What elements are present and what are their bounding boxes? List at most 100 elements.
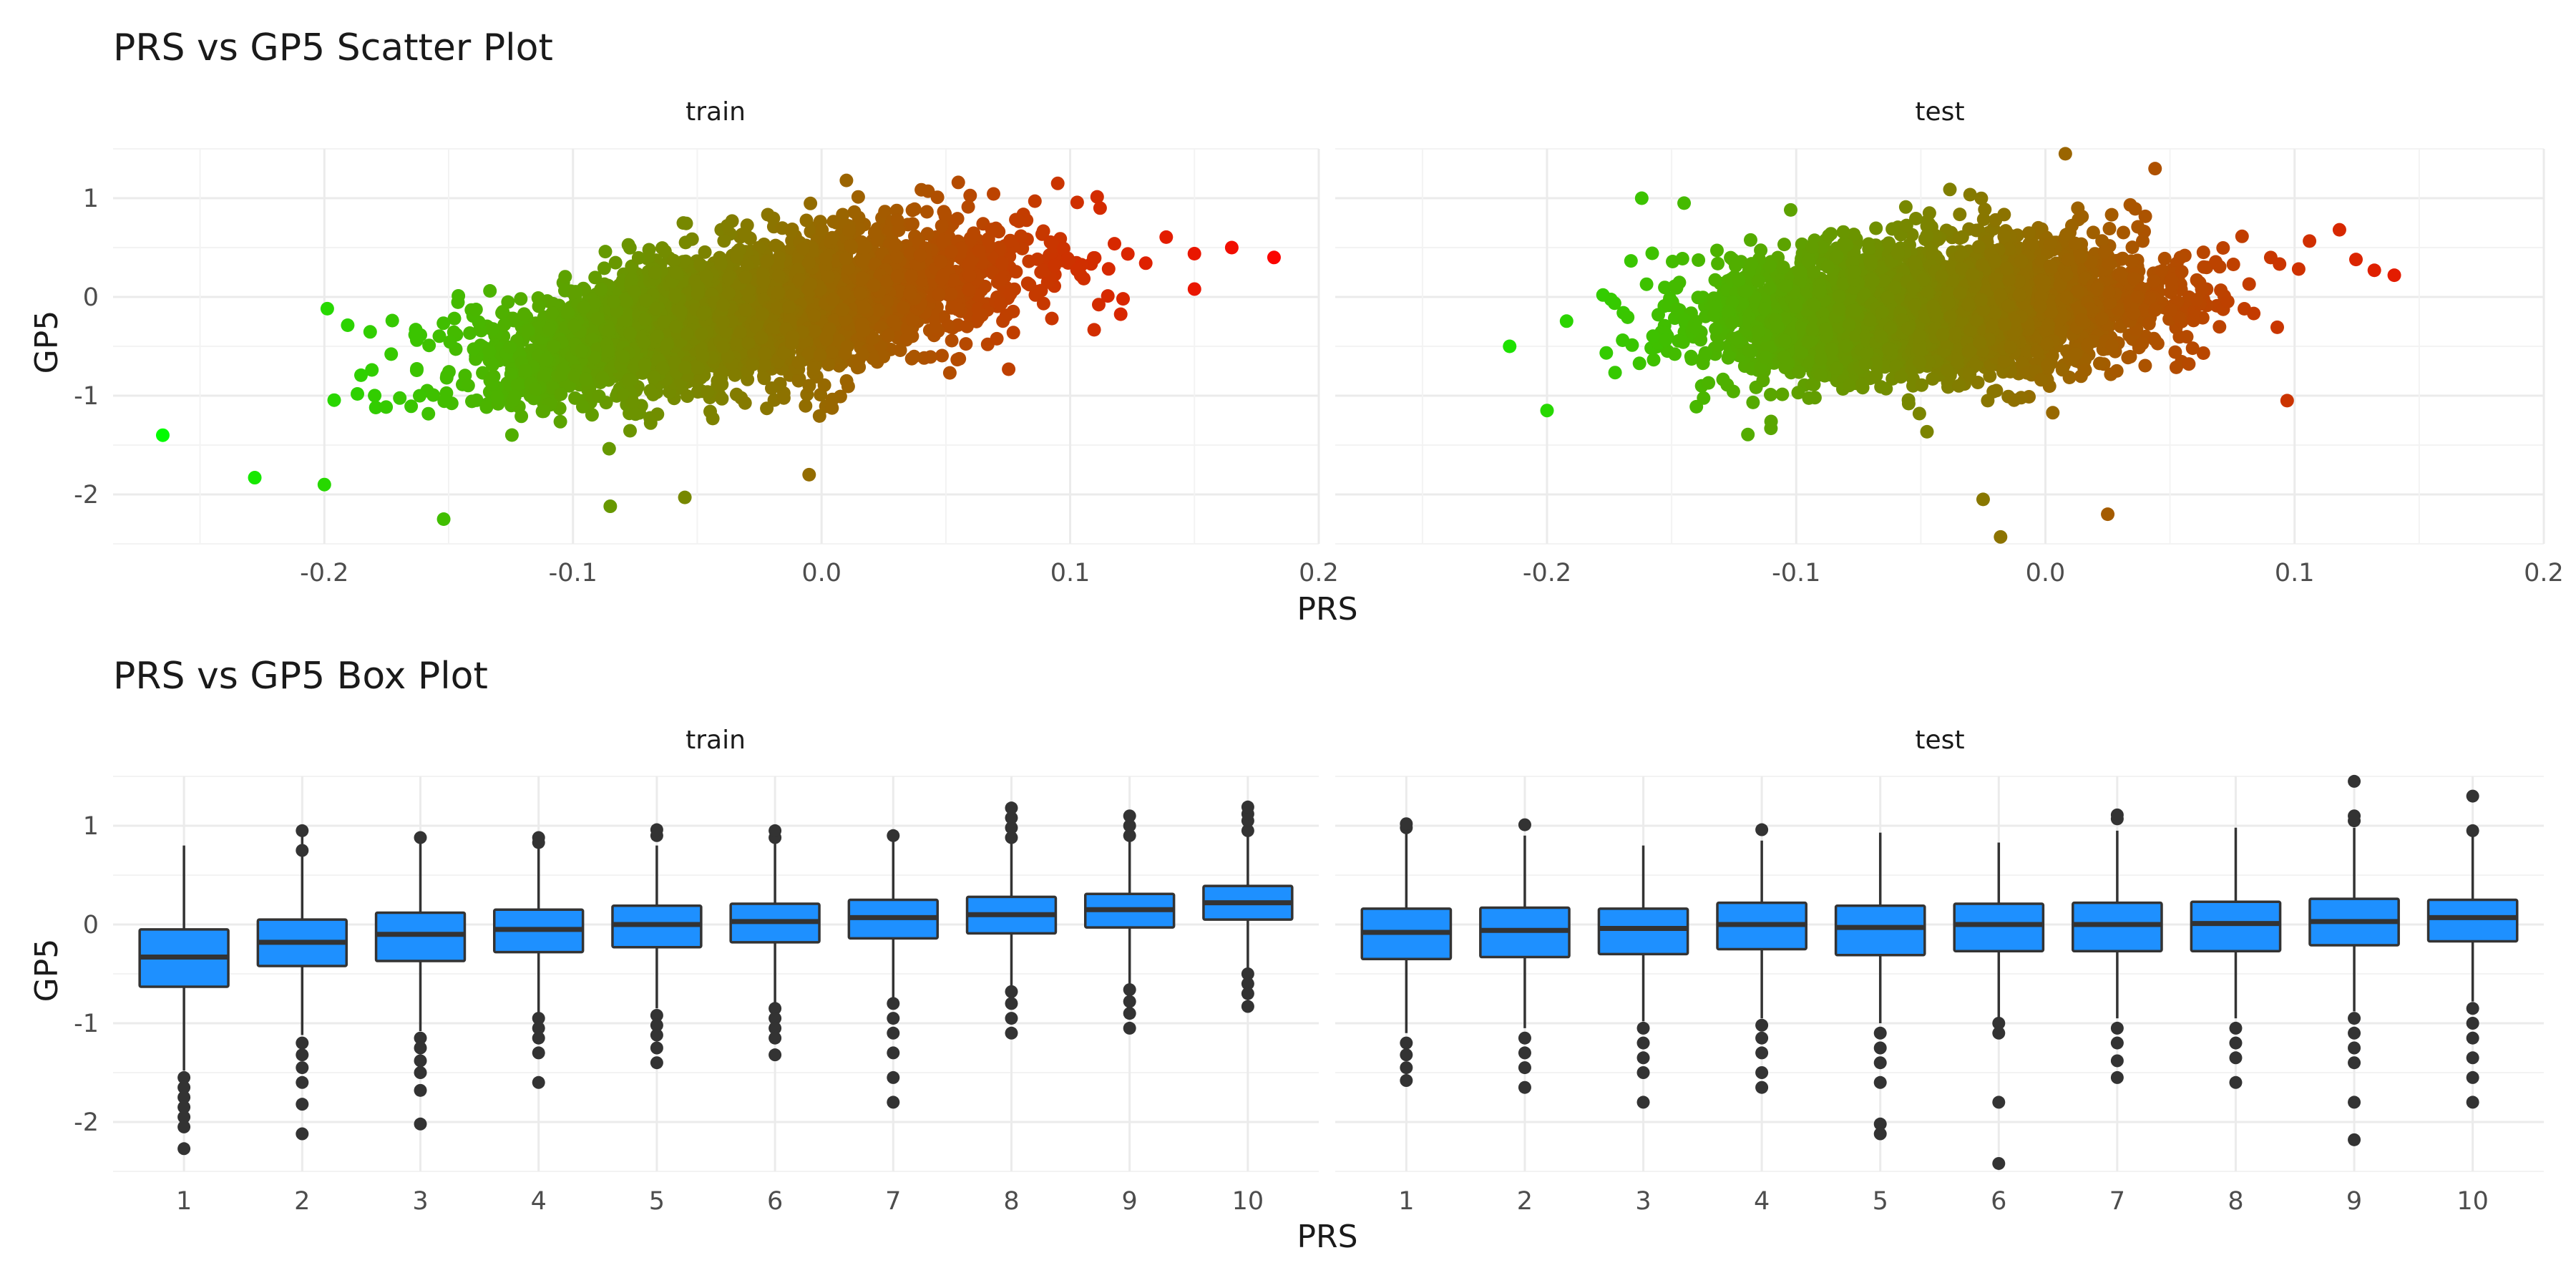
scatter-point bbox=[528, 381, 542, 396]
scatter-point bbox=[756, 307, 769, 321]
scatter-point bbox=[484, 372, 498, 386]
scatter-point bbox=[945, 245, 958, 259]
scatter-point bbox=[678, 235, 693, 250]
scatter-point bbox=[1093, 201, 1107, 215]
scatter-point bbox=[961, 200, 975, 214]
scatter-point bbox=[881, 328, 895, 343]
scatter-point bbox=[923, 350, 937, 364]
scatter-point bbox=[616, 349, 630, 364]
scatter-point bbox=[808, 324, 821, 338]
scatter-point bbox=[804, 196, 818, 210]
scatter-point bbox=[746, 358, 760, 371]
scatter-point bbox=[801, 256, 816, 270]
scatter-point bbox=[934, 255, 948, 269]
scatter-point bbox=[867, 225, 882, 240]
scatter-point bbox=[913, 248, 927, 263]
scatter-point bbox=[903, 287, 917, 301]
scatter-point bbox=[496, 305, 510, 319]
scatter-point bbox=[785, 223, 799, 236]
scatter-point bbox=[766, 211, 781, 225]
scatter-x-tick-label: 0.0 bbox=[801, 559, 841, 587]
scatter-point bbox=[698, 245, 712, 259]
scatter-point bbox=[602, 323, 615, 338]
scatter-point bbox=[854, 286, 868, 301]
scatter-point bbox=[669, 319, 683, 333]
scatter-point bbox=[680, 389, 695, 404]
scatter-point bbox=[606, 295, 620, 308]
scatter-point bbox=[738, 396, 752, 410]
scatter-point bbox=[758, 346, 772, 361]
scatter-point bbox=[507, 389, 522, 404]
scatter-point bbox=[638, 313, 653, 326]
scatter-point bbox=[851, 190, 865, 204]
scatter-point bbox=[825, 346, 839, 359]
scatter-point bbox=[721, 286, 736, 301]
scatter-point bbox=[648, 265, 663, 280]
scatter-point bbox=[320, 301, 334, 316]
scatter-point bbox=[363, 325, 377, 339]
scatter-point bbox=[716, 340, 731, 354]
scatter-panel-train: -0.2 -0.1 0.0 0.1 0.2 bbox=[113, 148, 1339, 587]
scatter-point bbox=[351, 387, 364, 401]
scatter-point bbox=[1645, 246, 1659, 260]
scatter-point bbox=[1101, 262, 1116, 276]
scatter-point bbox=[1003, 286, 1018, 301]
scatter-point bbox=[799, 399, 813, 413]
scatter-point bbox=[2104, 208, 2119, 222]
scatter-point bbox=[714, 257, 728, 271]
scatter-point bbox=[967, 226, 981, 240]
scatter-point bbox=[504, 428, 519, 442]
scatter-point bbox=[510, 378, 525, 392]
scatter-point bbox=[907, 349, 921, 364]
scatter-point bbox=[409, 323, 423, 337]
scatter-point bbox=[1030, 252, 1045, 266]
scatter-point bbox=[936, 268, 950, 283]
scatter-point bbox=[1060, 251, 1075, 265]
scatter-point bbox=[855, 271, 869, 285]
scatter-point bbox=[678, 361, 692, 375]
scatter-point bbox=[700, 270, 714, 284]
scatter-point bbox=[962, 283, 976, 297]
scatter-point bbox=[990, 331, 1004, 346]
scatter-point bbox=[422, 338, 436, 353]
scatter-points bbox=[155, 173, 1281, 526]
scatter-point bbox=[639, 293, 653, 308]
scatter-point bbox=[856, 348, 870, 362]
scatter-point bbox=[807, 308, 821, 323]
scatter-point bbox=[756, 274, 771, 288]
scatter-point bbox=[514, 409, 529, 424]
scatter-point bbox=[1108, 237, 1121, 251]
scatter-point bbox=[521, 323, 535, 338]
scatter-point bbox=[804, 277, 818, 291]
scatter-plot-section: PRS vs GP5 Scatter Plot train test -0.2-… bbox=[29, 26, 2564, 628]
scatter-point bbox=[514, 292, 528, 306]
scatter-point bbox=[517, 307, 531, 321]
scatter-x-tick-label: 0.1 bbox=[1050, 559, 1091, 587]
scatter-point bbox=[721, 219, 734, 233]
scatter-plot-title: PRS vs GP5 Scatter Plot bbox=[113, 26, 553, 69]
scatter-point bbox=[754, 331, 769, 345]
scatter-point bbox=[890, 269, 904, 283]
scatter-point bbox=[693, 258, 708, 272]
scatter-point bbox=[676, 216, 691, 230]
scatter-point bbox=[886, 314, 900, 328]
scatter-point bbox=[667, 253, 680, 268]
scatter-point bbox=[421, 406, 436, 421]
scatter-point bbox=[769, 238, 783, 253]
scatter-point bbox=[950, 302, 965, 316]
scatter-point bbox=[716, 315, 730, 329]
scatter-point bbox=[791, 355, 806, 369]
scatter-point bbox=[619, 294, 633, 308]
scatter-point bbox=[715, 377, 729, 391]
scatter-point bbox=[889, 238, 903, 253]
scatter-point bbox=[893, 343, 907, 357]
scatter-point bbox=[463, 326, 477, 340]
scatter-point bbox=[890, 213, 904, 228]
scatter-point bbox=[1764, 421, 1778, 436]
scatter-point bbox=[2270, 320, 2284, 334]
scatter-point bbox=[490, 390, 504, 404]
scatter-point bbox=[1101, 289, 1115, 303]
scatter-point bbox=[1121, 247, 1135, 261]
scatter-point bbox=[960, 319, 974, 333]
scatter-point bbox=[451, 295, 465, 309]
